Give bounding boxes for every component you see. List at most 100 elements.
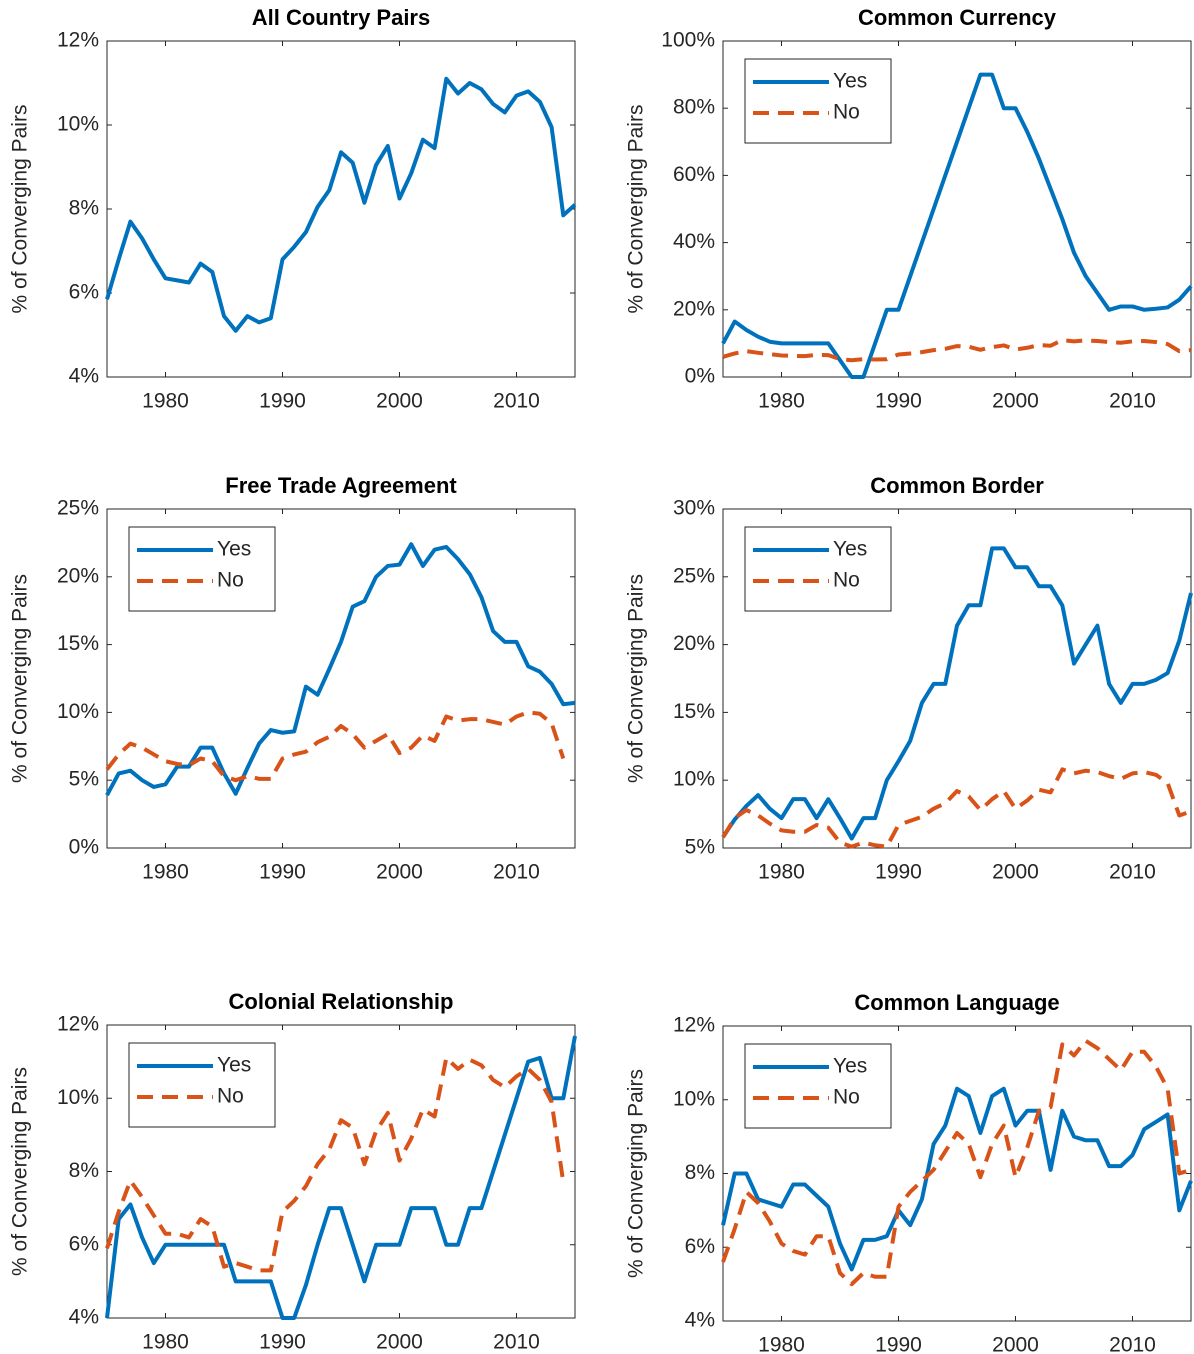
y-tick-label: 10% — [57, 700, 99, 723]
y-axis-label: % of Converging Pairs — [9, 105, 32, 314]
y-tick-label: 30% — [673, 497, 715, 520]
legend-label: No — [833, 1086, 860, 1109]
y-tick-label: 10% — [57, 113, 99, 136]
chart-title: Free Trade Agreement — [225, 473, 457, 498]
plot-frame — [106, 508, 576, 849]
legend: Yes No — [744, 526, 892, 612]
data-line — [105, 76, 577, 333]
y-tick-label: 4% — [69, 365, 99, 388]
panel: Free Trade Agreement % of Converging Pair… — [9, 473, 576, 884]
y-tick-label: 5% — [69, 768, 99, 791]
y-tick-label: 20% — [673, 632, 715, 655]
data-line — [721, 1086, 1193, 1272]
y-tick-label: 10% — [673, 1087, 715, 1110]
x-tick-label: 1990 — [259, 1331, 306, 1354]
x-tick-label: 2000 — [992, 390, 1039, 413]
data-line — [721, 72, 1193, 379]
x-tick-label: 2010 — [1109, 861, 1156, 884]
legend-label: Yes — [217, 1054, 251, 1077]
y-tick-label: 0% — [685, 365, 715, 388]
legend-label: Yes — [833, 1055, 867, 1078]
y-tick-label: 4% — [685, 1309, 715, 1332]
legend: Yes No — [744, 58, 892, 144]
panel: Common Currency % of Converging Pairs 0% 20… — [625, 5, 1193, 413]
legend-label: Yes — [833, 538, 867, 561]
data-line — [721, 767, 1192, 849]
x-tick-label: 2000 — [376, 1331, 423, 1354]
x-tick-label: 2010 — [1109, 390, 1156, 413]
y-tick-label: 6% — [69, 281, 99, 304]
y-axis-label: % of Converging Pairs — [9, 574, 32, 783]
data-line — [105, 542, 576, 797]
y-axis-label: % of Converging Pairs — [9, 1067, 32, 1276]
y-axis-label: % of Converging Pairs — [625, 574, 648, 783]
y-tick-label: 20% — [57, 564, 99, 587]
legend-label: Yes — [217, 538, 251, 561]
legend: Yes No — [128, 526, 276, 612]
legend-box — [744, 526, 892, 612]
data-line — [721, 546, 1193, 841]
x-tick-label: 2010 — [1109, 1334, 1156, 1354]
x-tick-label: 2000 — [376, 390, 423, 413]
y-tick-label: 25% — [673, 564, 715, 587]
y-tick-label: 5% — [685, 836, 715, 859]
x-tick-label: 1990 — [259, 861, 306, 884]
x-tick-label: 1990 — [875, 861, 922, 884]
panel: All Country Pairs % of Converging Pairs 4%… — [9, 5, 577, 413]
x-tick-label: 1980 — [758, 1334, 805, 1354]
data-line — [105, 710, 566, 783]
y-tick-label: 12% — [57, 1013, 99, 1036]
plot-frame — [106, 1024, 576, 1319]
plot-frame — [106, 40, 576, 378]
y-tick-label: 0% — [69, 836, 99, 859]
data-line — [722, 338, 1192, 363]
y-tick-label: 15% — [673, 700, 715, 723]
x-tick-label: 1980 — [758, 861, 805, 884]
x-tick-label: 1990 — [875, 390, 922, 413]
y-tick-label: 8% — [685, 1161, 715, 1184]
y-tick-label: 20% — [673, 297, 715, 320]
x-tick-label: 1990 — [259, 390, 306, 413]
y-tick-label: 12% — [57, 29, 99, 52]
data-line — [721, 1038, 1192, 1287]
y-tick-label: 100% — [661, 29, 715, 52]
y-tick-label: 10% — [673, 768, 715, 791]
y-tick-label: 12% — [673, 1014, 715, 1037]
x-tick-label: 2010 — [493, 861, 540, 884]
x-tick-label: 1980 — [142, 861, 189, 884]
y-tick-label: 60% — [673, 163, 715, 186]
y-tick-label: 10% — [57, 1086, 99, 1109]
plot-frame — [722, 508, 1192, 849]
y-tick-label: 6% — [685, 1235, 715, 1258]
chart-title: Colonial Relationship — [229, 989, 454, 1014]
panel: Common Border % of Converging Pairs 5% 10% 1… — [625, 473, 1193, 884]
x-tick-label: 2000 — [376, 861, 423, 884]
x-tick-label: 2010 — [493, 1331, 540, 1354]
chart-title: All Country Pairs — [252, 5, 430, 30]
chart-title: Common Border — [870, 473, 1044, 498]
y-axis-label: % of Converging Pairs — [625, 1069, 648, 1278]
data-line — [105, 1035, 577, 1320]
y-tick-label: 6% — [69, 1232, 99, 1255]
x-tick-label: 1980 — [758, 390, 805, 413]
x-tick-label: 2010 — [493, 390, 540, 413]
legend-label: No — [217, 569, 244, 592]
plot-frame — [722, 40, 1192, 378]
y-axis-label: % of Converging Pairs — [625, 105, 648, 314]
x-tick-label: 1990 — [875, 1334, 922, 1354]
y-tick-label: 40% — [673, 230, 715, 253]
data-line — [105, 1055, 566, 1273]
chart-title: Common Currency — [858, 5, 1057, 30]
panel: Colonial Relationship % of Converging Pai… — [9, 989, 577, 1354]
legend: Yes No — [744, 1043, 892, 1129]
plot-frame — [722, 1025, 1192, 1322]
legend-label: Yes — [833, 70, 867, 93]
y-tick-label: 15% — [57, 632, 99, 655]
legend-box — [744, 58, 892, 144]
y-tick-label: 80% — [673, 96, 715, 119]
legend-box — [744, 1043, 892, 1129]
legend-box — [128, 1042, 276, 1128]
y-tick-label: 8% — [69, 1159, 99, 1182]
x-tick-label: 1980 — [142, 1331, 189, 1354]
